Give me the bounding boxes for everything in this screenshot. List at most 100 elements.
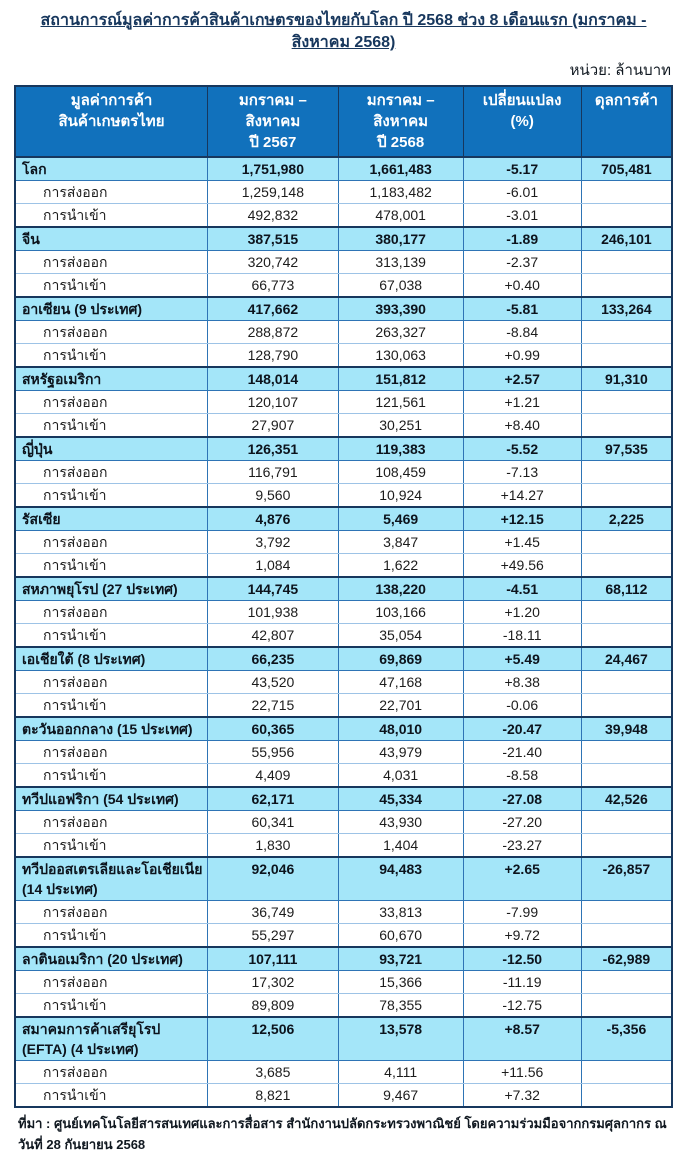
column-header-line: ดุลการค้า: [594, 92, 658, 109]
change-cell: -4.51: [462, 576, 582, 601]
value-2568-cell: 67,038: [337, 273, 464, 298]
balance-empty-cell: [580, 833, 673, 858]
value-2568-cell: 94,483: [337, 856, 464, 901]
value-2568-cell: 47,168: [337, 670, 464, 694]
region-row: ทวีปออสเตรเลียและโอเชียเนีย (14 ประเทศ) 9…: [14, 856, 673, 901]
value-2568-cell: 4,111: [337, 1060, 464, 1084]
value-2567-cell: 89,809: [207, 993, 339, 1018]
change-cell: +49.56: [462, 553, 582, 578]
balance-empty-cell: [580, 1083, 673, 1108]
value-2568-cell: 33,813: [337, 900, 464, 924]
value-2568-cell: 22,701: [337, 693, 464, 718]
change-cell: -8.58: [462, 763, 582, 788]
change-cell: +1.21: [462, 390, 582, 414]
region-name-cell: ตะวันออกกลาง (15 ประเทศ): [14, 716, 208, 741]
value-2568-cell: 1,404: [337, 833, 464, 858]
value-2568-cell: 78,355: [337, 993, 464, 1018]
region-row: รัสเซีย 4,876 5,469 +12.15 2,225: [14, 506, 673, 531]
value-2568-cell: 313,139: [337, 250, 464, 274]
export-row: การส่งออก 3,792 3,847 +1.45: [14, 530, 673, 554]
export-row: การส่งออก 60,341 43,930 -27.20: [14, 810, 673, 834]
value-2568-cell: 1,661,483: [337, 156, 464, 181]
value-2567-cell: 17,302: [207, 970, 339, 994]
agri-trade-table: มูลค่าการค้า สินค้าเกษตรไทย มกราคม – สิง…: [14, 85, 673, 1108]
export-label-cell: การส่งออก: [14, 810, 208, 834]
export-row: การส่งออก 43,520 47,168 +8.38: [14, 670, 673, 694]
balance-empty-cell: [580, 810, 673, 834]
column-header-line: ปี 2567: [249, 134, 297, 151]
value-2567-cell: 66,773: [207, 273, 339, 298]
import-label-cell: การนำเข้า: [14, 763, 208, 788]
import-label-cell: การนำเข้า: [14, 553, 208, 578]
region-name-cell: สหรัฐอเมริกา: [14, 366, 208, 391]
value-2567-cell: 320,742: [207, 250, 339, 274]
value-2567-cell: 22,715: [207, 693, 339, 718]
value-2568-cell: 5,469: [337, 506, 464, 531]
region-name-cell: ทวีปแอฟริกา (54 ประเทศ): [14, 786, 208, 811]
value-2567-cell: 116,791: [207, 460, 339, 484]
export-label-cell: การส่งออก: [14, 900, 208, 924]
change-cell: -23.27: [462, 833, 582, 858]
import-row: การนำเข้า 492,832 478,001 -3.01: [14, 203, 673, 228]
balance-empty-cell: [580, 483, 673, 508]
column-header-line: มกราคม – สิงหาคม: [238, 92, 307, 130]
value-2568-cell: 263,327: [337, 320, 464, 344]
change-cell: +1.20: [462, 600, 582, 624]
col-header-period-2567: มกราคม – สิงหาคม ปี 2567: [207, 85, 339, 158]
value-2567-cell: 60,365: [207, 716, 339, 741]
import-row: การนำเข้า 42,807 35,054 -18.11: [14, 623, 673, 648]
value-2567-cell: 42,807: [207, 623, 339, 648]
export-row: การส่งออก 320,742 313,139 -2.37: [14, 250, 673, 274]
import-row: การนำเข้า 27,907 30,251 +8.40: [14, 413, 673, 438]
change-cell: -20.47: [462, 716, 582, 741]
value-2567-cell: 128,790: [207, 343, 339, 368]
value-2568-cell: 108,459: [337, 460, 464, 484]
change-cell: -11.19: [462, 970, 582, 994]
change-cell: -2.37: [462, 250, 582, 274]
change-cell: +0.99: [462, 343, 582, 368]
balance-empty-cell: [580, 273, 673, 298]
value-2567-cell: 1,830: [207, 833, 339, 858]
value-2567-cell: 8,821: [207, 1083, 339, 1108]
balance-cell: 133,264: [580, 296, 673, 321]
balance-empty-cell: [580, 923, 673, 948]
value-2567-cell: 126,351: [207, 436, 339, 461]
balance-cell: 705,481: [580, 156, 673, 181]
region-name-cell: สหภาพยุโรป (27 ประเทศ): [14, 576, 208, 601]
export-label-cell: การส่งออก: [14, 390, 208, 414]
column-header-line: มกราคม – สิงหาคม: [366, 92, 435, 130]
value-2568-cell: 69,869: [337, 646, 464, 671]
import-row: การนำเข้า 89,809 78,355 -12.75: [14, 993, 673, 1018]
balance-empty-cell: [580, 320, 673, 344]
import-row: การนำเข้า 128,790 130,063 +0.99: [14, 343, 673, 368]
export-label-cell: การส่งออก: [14, 250, 208, 274]
balance-empty-cell: [580, 1060, 673, 1084]
balance-cell: 68,112: [580, 576, 673, 601]
value-2568-cell: 9,467: [337, 1083, 464, 1108]
export-label-cell: การส่งออก: [14, 600, 208, 624]
balance-cell: -62,989: [580, 946, 673, 971]
change-cell: +11.56: [462, 1060, 582, 1084]
value-2568-cell: 151,812: [337, 366, 464, 391]
value-2567-cell: 1,259,148: [207, 180, 339, 204]
export-row: การส่งออก 3,685 4,111 +11.56: [14, 1060, 673, 1084]
value-2568-cell: 393,390: [337, 296, 464, 321]
region-name-cell: รัสเซีย: [14, 506, 208, 531]
import-row: การนำเข้า 8,821 9,467 +7.32: [14, 1083, 673, 1108]
balance-empty-cell: [580, 970, 673, 994]
change-cell: -5.52: [462, 436, 582, 461]
value-2568-cell: 130,063: [337, 343, 464, 368]
value-2568-cell: 478,001: [337, 203, 464, 228]
change-cell: -27.20: [462, 810, 582, 834]
value-2568-cell: 93,721: [337, 946, 464, 971]
export-row: การส่งออก 101,938 103,166 +1.20: [14, 600, 673, 624]
value-2567-cell: 3,792: [207, 530, 339, 554]
export-label-cell: การส่งออก: [14, 320, 208, 344]
import-label-cell: การนำเข้า: [14, 203, 208, 228]
value-2567-cell: 66,235: [207, 646, 339, 671]
change-cell: -12.50: [462, 946, 582, 971]
import-label-cell: การนำเข้า: [14, 273, 208, 298]
change-cell: -1.89: [462, 226, 582, 251]
change-cell: +0.40: [462, 273, 582, 298]
region-row: จีน 387,515 380,177 -1.89 246,101: [14, 226, 673, 251]
